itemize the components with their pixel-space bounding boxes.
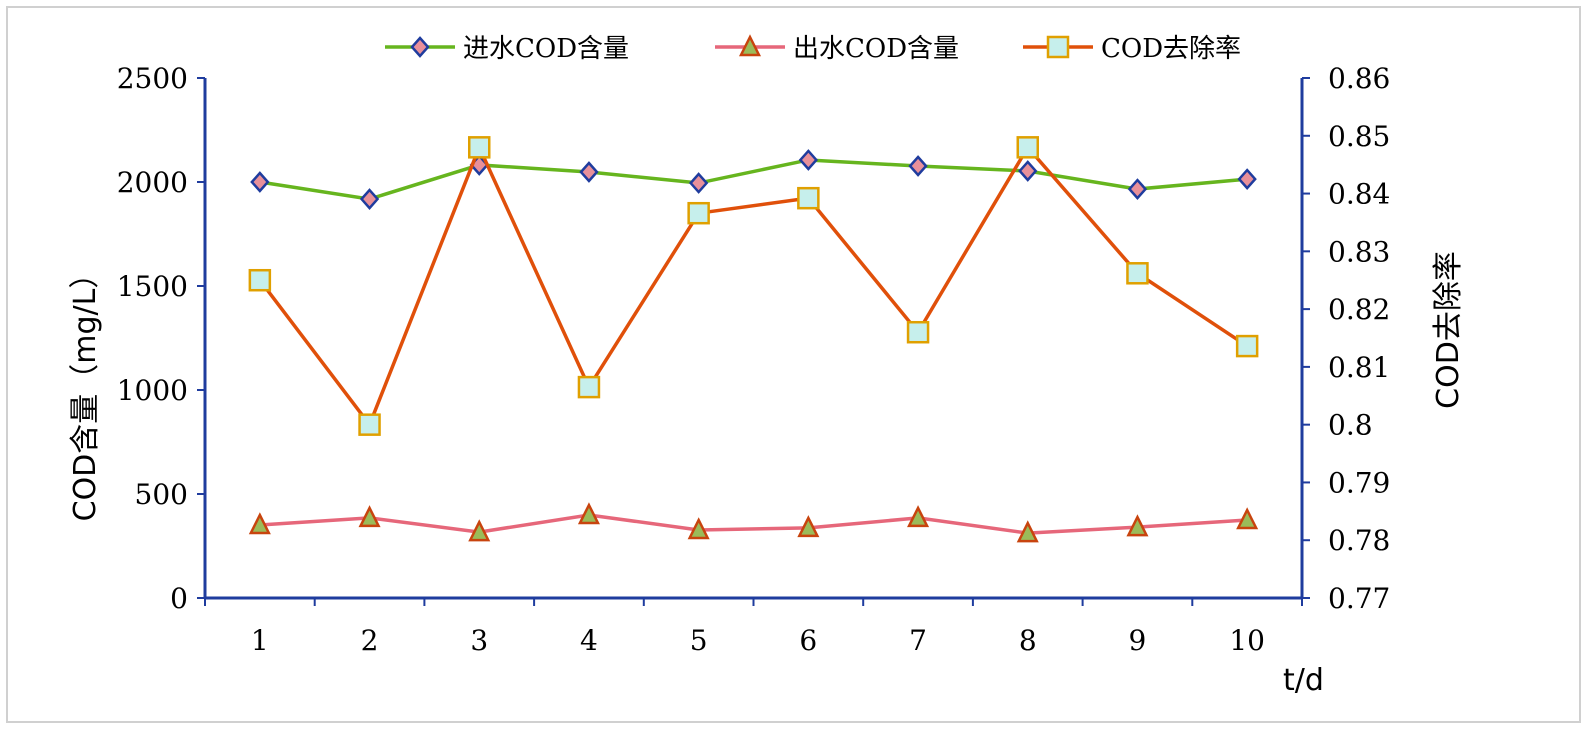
legend-label: 进水COD含量	[463, 34, 629, 64]
legend-label: 出水COD含量	[793, 34, 959, 64]
data-point	[248, 512, 271, 535]
y-right-tick-label: 0.85	[1328, 120, 1390, 153]
data-point	[798, 149, 819, 171]
y-right-tick-label: 0.77	[1328, 582, 1390, 615]
data-point	[1236, 507, 1259, 530]
data-point	[1016, 520, 1039, 543]
x-tick-label: 2	[361, 624, 379, 657]
data-point	[248, 268, 272, 292]
data-point	[687, 201, 710, 225]
legend-marker	[1046, 35, 1070, 59]
series-diamond	[250, 149, 1257, 210]
series-square	[248, 136, 1259, 436]
x-tick-label: 1	[251, 624, 269, 657]
data-point	[577, 502, 600, 525]
y-right-tick-label: 0.78	[1328, 524, 1390, 557]
x-tick-label: 9	[1129, 624, 1147, 657]
legend-item: COD去除率	[1023, 34, 1241, 64]
y-left-tick-label: 500	[135, 478, 188, 511]
legend-item: 进水COD含量	[385, 34, 629, 64]
data-point	[359, 188, 380, 210]
x-axis-label: t/d	[1283, 663, 1324, 698]
chart-border	[6, 6, 1581, 723]
x-tick-label: 7	[909, 624, 927, 657]
data-point	[797, 186, 820, 210]
y-left-tick-label: 2000	[117, 166, 188, 199]
data-point	[577, 375, 601, 399]
data-point	[1237, 168, 1257, 190]
data-point	[579, 161, 599, 183]
y-right-tick-label: 0.84	[1328, 178, 1390, 211]
data-point	[797, 515, 820, 538]
y-right-tick-label: 0.82	[1328, 293, 1390, 326]
legend-item: 出水COD含量	[715, 34, 959, 64]
data-point	[358, 413, 381, 436]
data-point	[906, 320, 930, 344]
data-point	[687, 517, 710, 540]
data-point	[358, 505, 381, 528]
x-tick-label: 6	[799, 624, 817, 657]
series-line	[258, 142, 1249, 429]
y-axis-left-label: COD含量（mg/L）	[68, 259, 103, 522]
series-line	[259, 158, 1248, 201]
data-point	[1126, 262, 1149, 285]
data-point	[908, 155, 928, 177]
y-right-tick-label: 0.83	[1328, 235, 1390, 268]
y-right-tick-label: 0.8	[1328, 409, 1373, 442]
data-point	[907, 505, 930, 528]
series-triangle	[248, 502, 1259, 543]
y-right-tick-label: 0.81	[1328, 351, 1390, 384]
data-point	[468, 519, 491, 542]
data-point	[1235, 334, 1259, 358]
x-tick-label: 5	[690, 624, 708, 657]
x-tick-label: 10	[1229, 624, 1265, 657]
x-tick-label: 3	[470, 624, 488, 657]
data-point	[250, 171, 270, 193]
y-axis-right-label: COD去除率	[1431, 251, 1466, 409]
y-left-tick-label: 2500	[117, 62, 188, 95]
legend-marker	[738, 34, 762, 57]
data-point	[1018, 160, 1038, 182]
x-tick-label: 8	[1019, 624, 1037, 657]
y-right-tick-label: 0.86	[1328, 62, 1390, 95]
y-left-tick-label: 0	[170, 582, 188, 615]
y-right-tick-label: 0.79	[1328, 466, 1390, 499]
data-point	[468, 136, 491, 159]
series-line	[259, 513, 1248, 535]
legend-label: COD去除率	[1101, 34, 1241, 64]
y-left-tick-label: 1000	[117, 374, 188, 407]
x-tick-label: 4	[580, 624, 598, 657]
data-point	[1126, 514, 1149, 537]
data-point	[1016, 136, 1039, 159]
data-point	[1127, 178, 1148, 200]
data-point	[688, 172, 709, 194]
y-left-tick-label: 1500	[117, 270, 188, 303]
legend-marker	[410, 36, 430, 58]
